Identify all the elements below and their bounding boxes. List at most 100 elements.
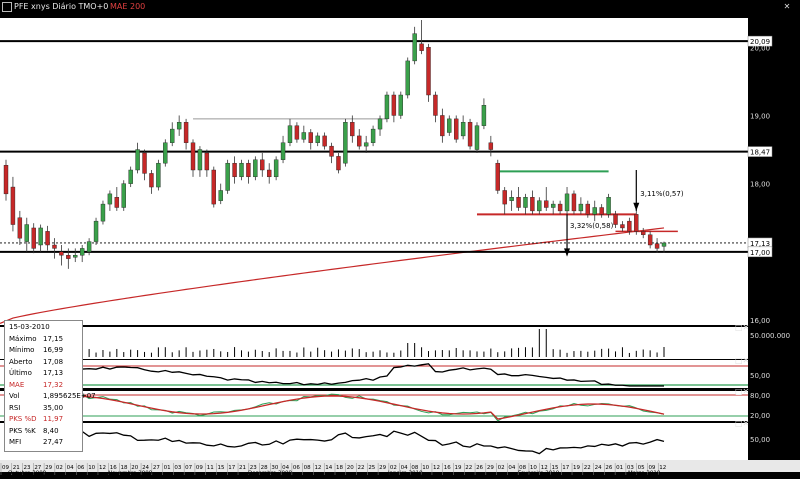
candle-body — [578, 203, 584, 212]
price-label-box — [747, 146, 773, 157]
candle-body — [537, 200, 542, 212]
down-arrow-head — [564, 248, 571, 257]
candle-body — [405, 60, 410, 96]
candle-body — [287, 125, 293, 143]
candle-body — [502, 190, 507, 205]
date-label: 14 — [325, 465, 332, 471]
date-label: 16 — [110, 465, 117, 471]
candle-body — [447, 118, 452, 133]
candle-body — [218, 190, 223, 201]
candle-body — [377, 118, 383, 130]
candle-body — [239, 162, 244, 178]
mfi-panel — [0, 423, 748, 460]
candle-body — [585, 203, 591, 215]
symbol-title[interactable]: PFE xnys Diário TMO+0 — [14, 2, 109, 11]
candle-body — [3, 165, 9, 195]
info-value: 15-03-2010 — [9, 323, 50, 331]
candle-body — [38, 227, 43, 246]
date-label: 16 — [444, 465, 451, 471]
candle-body — [260, 159, 265, 171]
date-label: 05 — [638, 465, 645, 471]
candle-body — [301, 132, 307, 140]
info-value: 1,895625E+07 — [43, 392, 96, 400]
info-row: Mínimo 16,99 — [9, 346, 83, 356]
pks-tick-label: 20,00 — [750, 412, 770, 420]
date-label: 07 — [185, 465, 192, 471]
price-tick-label: 17,13 — [750, 240, 770, 248]
info-key: Aberto — [9, 357, 33, 366]
close-icon[interactable]: ✕ — [783, 2, 791, 11]
panel-close-icon[interactable]: □✕ — [735, 387, 749, 396]
candle-body — [530, 197, 535, 212]
annotation-label: 3,11%(0,57) — [640, 190, 684, 198]
date-label: 22 — [358, 465, 365, 471]
info-row: 15-03-2010 — [9, 323, 83, 333]
candle-body — [336, 156, 341, 171]
panel-close-icon[interactable]: □✕ — [735, 419, 749, 428]
info-row: Último 17,13 — [9, 369, 83, 379]
date-label: 04 — [508, 465, 515, 471]
info-value: 17,32 — [43, 380, 64, 389]
mfi-line — [5, 430, 665, 455]
candle-body — [384, 94, 390, 120]
candle-body — [183, 122, 189, 143]
info-row: Vol 1,895625E+07 — [9, 392, 96, 402]
candle-body — [516, 197, 521, 208]
info-box: 15-03-2010 Máximo 17,15 Mínimo 16,99 Aberto 17… — [4, 320, 96, 452]
date-label: 09 — [648, 465, 655, 471]
date-label: 18 — [121, 465, 128, 471]
panel-close-icon[interactable]: □✕ — [735, 323, 749, 332]
candle-body — [343, 122, 348, 164]
info-key: MAE — [9, 380, 25, 389]
date-label: 23 — [250, 465, 257, 471]
info-key: Último — [9, 369, 32, 377]
date-label: 15 — [551, 465, 558, 471]
date-label: 04 — [67, 465, 74, 471]
candle-body — [419, 43, 424, 51]
candle-body — [550, 203, 556, 208]
pks-d-line — [5, 395, 665, 420]
candle-body — [86, 241, 92, 253]
info-key: PKS %K — [9, 426, 36, 435]
date-label: 03 — [174, 465, 181, 471]
candle-body — [467, 122, 473, 147]
candle-body — [440, 115, 445, 137]
month-label: Dezembro 2009 — [248, 471, 292, 476]
candle-body — [564, 193, 570, 212]
price-tick-label: 20,00 — [750, 44, 770, 52]
date-label: 25 — [368, 465, 375, 471]
date-label: 21 — [239, 465, 246, 471]
candle-body — [592, 207, 597, 215]
candle-body — [606, 197, 611, 215]
candle-body — [571, 193, 577, 212]
candle-body — [24, 224, 29, 242]
candle-body — [204, 152, 210, 171]
price-tick-label: 17,00 — [750, 249, 770, 257]
candle-body — [308, 132, 313, 143]
date-label: 27 — [153, 465, 160, 471]
mae-200-line — [0, 227, 665, 324]
info-row: MAE 17,32 — [9, 381, 83, 391]
date-label: 18 — [336, 465, 343, 471]
month-label: Março 2010 — [628, 471, 661, 476]
candle-body — [398, 94, 403, 116]
candle-body — [190, 142, 196, 171]
date-label: 08 — [304, 465, 311, 471]
info-row: RSI 35,00 — [9, 404, 83, 414]
panel-close-icon[interactable]: □✕ — [735, 356, 749, 365]
price-label-box — [747, 35, 773, 47]
date-label: 01 — [616, 465, 623, 471]
candle-body — [391, 94, 397, 116]
indicator-label[interactable]: MAE 200 — [110, 2, 146, 11]
date-label: 27 — [34, 465, 41, 471]
date-label: 12 — [541, 465, 548, 471]
volume-tick-label: 50.000.000 — [750, 332, 790, 340]
date-label: 19 — [573, 465, 580, 471]
price-panel — [0, 18, 748, 325]
info-key: PKS %D — [9, 415, 37, 423]
date-label: 22 — [465, 465, 472, 471]
date-label: 21 — [13, 465, 20, 471]
annotation-label: 3,32%(0,58) — [570, 222, 614, 230]
price-tick-label: 18,00 — [750, 181, 770, 189]
chart-type-icon[interactable] — [2, 2, 12, 12]
